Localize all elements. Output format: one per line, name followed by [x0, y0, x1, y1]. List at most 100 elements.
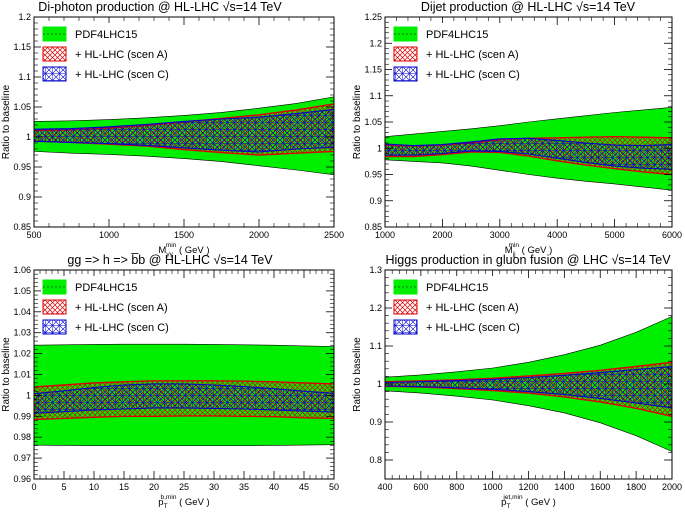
scen-a-upper-line [33, 380, 335, 388]
x-axis-label-sub: jj [512, 251, 516, 258]
legend-label-2: + HL-LHC (scen A) [426, 49, 519, 61]
x-axis-label-main: M [505, 245, 513, 256]
x-tick-label: 2000 [432, 230, 452, 240]
legend-swatch-1 [393, 279, 418, 295]
x-tick-label: 2500 [324, 230, 344, 240]
panel-4: Higgs production in gluon fusion @ LHC √… [352, 253, 682, 510]
x-tick-label: 1400 [554, 482, 574, 492]
legend-label-1: PDF4LHC15 [426, 282, 488, 294]
y-tick-label: 1.2 [369, 303, 382, 313]
band-scen-c [385, 366, 672, 408]
panel-title: Di-photon production @ HL-LHC √s=14 TeV [38, 0, 282, 14]
y-tick-label: 1 [26, 132, 31, 142]
x-tick-label: 5000 [605, 230, 625, 240]
x-tick-label: 45 [299, 482, 309, 492]
legend-label-1: PDF4LHC15 [75, 29, 137, 41]
y-tick-label: 1.1 [369, 91, 382, 101]
legend-label-1: PDF4LHC15 [75, 282, 137, 294]
x-tick-label: 20 [149, 482, 159, 492]
scen-c-upper-line [33, 108, 335, 130]
x-tick-label: 1800 [626, 482, 646, 492]
scen-a-upper-line [384, 361, 673, 383]
y-axis-label: Ratio to baseline [352, 84, 363, 159]
y-tick-label: 0.96 [13, 474, 31, 484]
band-scen-c [34, 109, 334, 152]
legend: PDF4LHC15 + HL-LHC (scen A) + HL-LHC (scen… [392, 23, 520, 87]
x-axis-label: pTb,min ( GeV ) [158, 494, 209, 509]
scen-c-lower-line [33, 140, 335, 153]
legend: PDF4LHC15 + HL-LHC (scen A) + HL-LHC (scen… [41, 276, 169, 340]
x-axis-label-sup: min [166, 242, 177, 249]
y-tick-label: 0.85 [364, 222, 382, 232]
y-tick-label: 1.1 [369, 341, 382, 351]
x-tick-label: 1000 [375, 230, 395, 240]
x-tick-label: 1200 [518, 482, 538, 492]
x-tick-label: 1000 [99, 230, 119, 240]
x-tick-label: 50 [329, 482, 339, 492]
x-tick-label: 35 [239, 482, 249, 492]
x-axis-label-unit: ( GeV ) [176, 245, 209, 256]
scen-c-upper-line [384, 365, 673, 384]
y-tick-label: 0.98 [13, 432, 31, 442]
x-tick-label: 1000 [483, 482, 503, 492]
x-tick-label: 30 [209, 482, 219, 492]
x-tick-label: 5 [61, 482, 66, 492]
y-tick-label: 0.99 [13, 411, 31, 421]
y-axis-label: Ratio to baseline [1, 84, 12, 159]
band-scen-c [34, 383, 334, 414]
y-tick-label: 1 [377, 143, 382, 153]
y-tick-label: 1.03 [13, 328, 31, 338]
legend-swatch-3 [42, 66, 67, 82]
panel-1: Di-photon production @ HL-LHC √s=14 TeV 0… [1, 0, 344, 258]
x-tick-label: 25 [179, 482, 189, 492]
y-tick-label: 1.05 [13, 286, 31, 296]
x-tick-label: 3000 [490, 230, 510, 240]
scen-a-lower-line [33, 415, 335, 421]
panel-title: Dijet production @ HL-LHC √s=14 TeV [421, 0, 636, 14]
y-tick-label: 1.1 [18, 72, 31, 82]
legend-swatch-3 [393, 66, 418, 82]
x-tick-label: 1600 [590, 482, 610, 492]
scen-c-upper-line [33, 383, 335, 395]
scen-c-lower-line [385, 150, 673, 170]
x-tick-label: 15 [119, 482, 129, 492]
legend-swatch-2 [42, 46, 67, 62]
scen-c-lower-line [33, 407, 335, 414]
legend-label-2: + HL-LHC (scen A) [426, 302, 519, 314]
y-tick-label: 1.02 [13, 349, 31, 359]
x-axis-label-main: p [158, 497, 163, 508]
scen-c-upper-line [384, 137, 673, 147]
x-axis-label: pTjet,min ( GeV ) [501, 494, 556, 509]
scen-a-lower-line [385, 151, 673, 176]
y-tick-label: 0.95 [13, 162, 31, 172]
x-axis-label-sup: jet,min [502, 494, 523, 501]
legend-label-2: + HL-LHC (scen A) [75, 49, 168, 61]
legend-swatch-3 [42, 319, 67, 335]
x-tick-label: 500 [26, 230, 41, 240]
scen-c-lower-line [384, 385, 673, 409]
y-tick-label: 1.05 [364, 117, 382, 127]
x-tick-label: 600 [413, 482, 428, 492]
y-tick-label: 0.85 [13, 222, 31, 232]
x-axis-label-main: M [158, 245, 166, 256]
y-axis-label: Ratio to baseline [352, 337, 363, 412]
x-axis-label-unit: ( GeV ) [176, 497, 209, 508]
x-axis-label: Mjj min ( GeV ) [505, 242, 553, 258]
x-tick-label: 10 [89, 482, 99, 492]
x-axis-label-unit: ( GeV ) [523, 497, 556, 508]
x-axis-label-sup: min [509, 242, 520, 249]
x-tick-label: 800 [449, 482, 464, 492]
y-tick-label: 1.04 [13, 307, 31, 317]
legend: PDF4LHC15 + HL-LHC (scen A) + HL-LHC (scen… [392, 276, 520, 340]
y-tick-label: 1.01 [13, 370, 31, 380]
y-tick-label: 1 [26, 390, 31, 400]
y-tick-label: 1.3 [369, 265, 382, 275]
x-axis-label-sub: γγ [166, 251, 173, 258]
y-tick-label: 1.15 [364, 65, 382, 75]
y-tick-label: 1 [377, 379, 382, 389]
y-tick-label: 1.05 [13, 102, 31, 112]
y-tick-label: 0.9 [369, 417, 382, 427]
legend-swatch-2 [42, 299, 67, 315]
y-tick-label: 1.25 [364, 12, 382, 22]
